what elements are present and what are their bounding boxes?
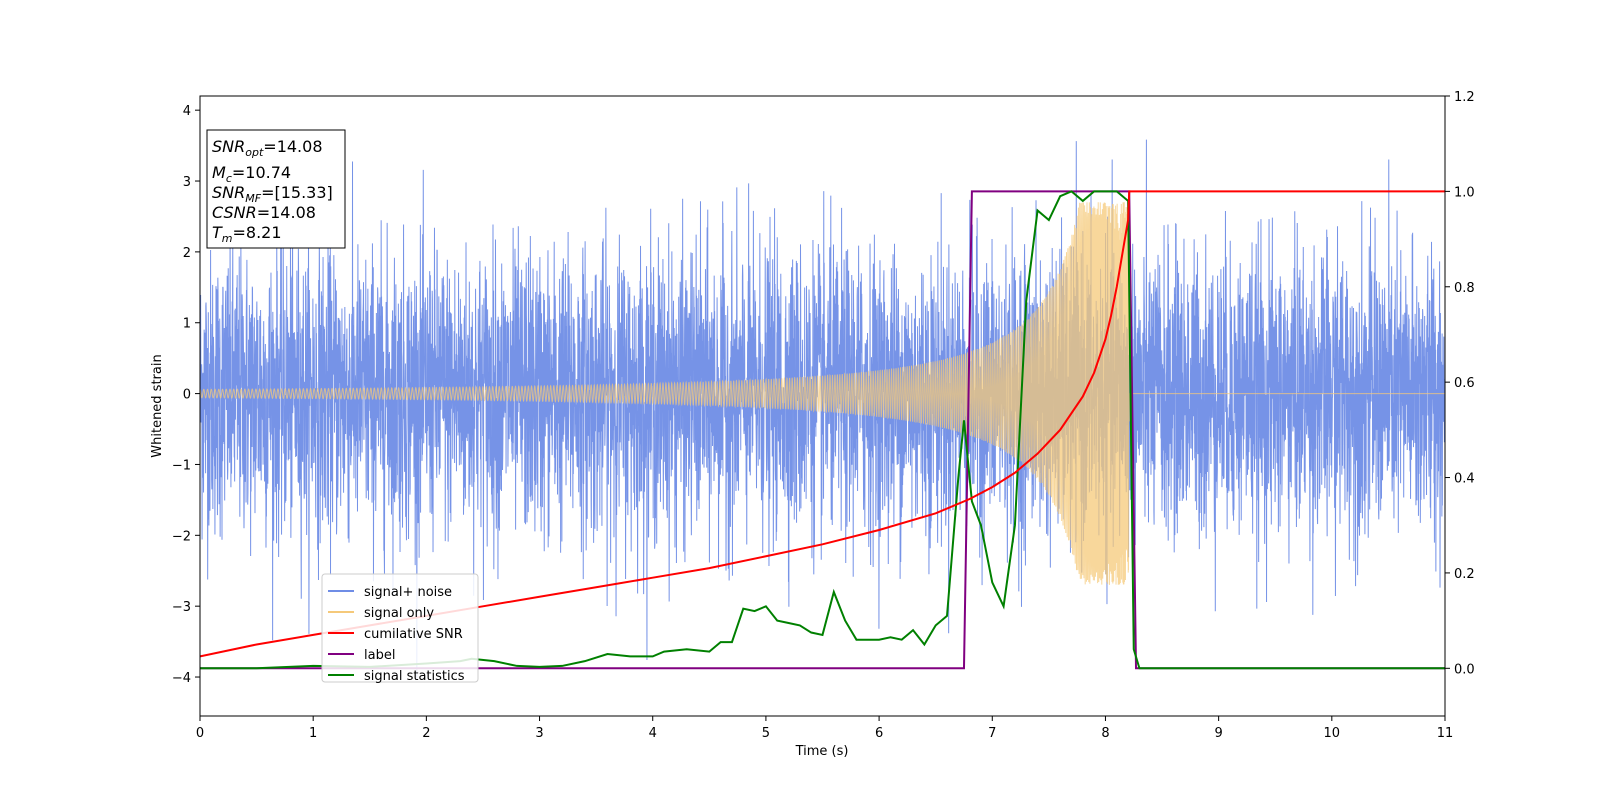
info-tm-var: T <box>212 223 223 242</box>
info-snr-mf: SNRMF=[15.33] <box>212 183 333 205</box>
y-right-tick-label: 1.0 <box>1454 185 1475 200</box>
x-axis-label: Time (s) <box>795 744 849 759</box>
info-tm-value: =8.21 <box>233 223 282 242</box>
y-right-tick-label: 0.4 <box>1454 472 1475 487</box>
y-right-tick-label: 0.2 <box>1454 567 1475 582</box>
info-box-frame <box>206 129 346 249</box>
series-signal-statistics-line <box>200 190 1445 670</box>
x-tick-label: 11 <box>1437 726 1454 741</box>
y-left-tick-label: 4 <box>183 104 191 119</box>
legend-label: cumilative SNR <box>364 627 463 642</box>
info-snr-mf-sub: MF <box>245 192 261 205</box>
series-signal-noise-line <box>200 139 1445 679</box>
y-axis-right: 0.0 0.2 0.4 0.6 0.8 1.0 1.2 <box>1445 90 1475 677</box>
y-right-tick-label: 0.8 <box>1454 281 1475 296</box>
x-tick-label: 0 <box>196 726 204 741</box>
info-snr-mf-var: SNR <box>212 183 245 202</box>
info-csnr-var: CSNR <box>212 203 257 222</box>
info-tm-sub: m <box>222 232 233 245</box>
info-mc-value: =10.74 <box>232 163 291 182</box>
y-left-tick-label: 0 <box>183 388 191 403</box>
info-tm: Tm=8.21 <box>212 223 282 245</box>
plot-frame <box>199 95 1446 717</box>
y-right-tick-label: 0.0 <box>1454 662 1475 677</box>
info-mc: Mc=10.74 <box>212 163 291 185</box>
legend: signal+ noise signal only cumilative SNR la… <box>321 573 479 684</box>
y-left-tick-label: −3 <box>172 600 191 615</box>
info-snr-opt: SNRopt=14.08 <box>212 137 323 159</box>
legend-label: signal statistics <box>364 669 465 684</box>
y-left-tick-label: −4 <box>172 671 191 686</box>
x-tick-label: 4 <box>649 726 657 741</box>
info-snr-opt-sub: opt <box>245 146 264 159</box>
x-tick-label: 6 <box>875 726 883 741</box>
x-tick-label: 9 <box>1214 726 1222 741</box>
x-tick-label: 1 <box>309 726 317 741</box>
x-tick-label: 3 <box>535 726 543 741</box>
legend-label: signal+ noise <box>364 585 452 600</box>
legend-label: label <box>364 648 395 663</box>
info-csnr-value: =14.08 <box>257 203 316 222</box>
legend-items: signal+ noise signal only cumilative SNR la… <box>328 585 465 684</box>
series-layer <box>200 139 1445 679</box>
info-csnr: CSNR=14.08 <box>212 203 316 222</box>
x-axis: 0 1 2 3 4 5 6 7 8 9 10 11 <box>196 716 1453 741</box>
info-snr-opt-var: SNR <box>212 137 245 156</box>
y-right-tick-label: 0.6 <box>1454 376 1475 391</box>
x-tick-label: 10 <box>1324 726 1341 741</box>
y-axis-label: Whitened strain <box>150 354 165 457</box>
legend-label: signal only <box>364 606 434 621</box>
info-box: SNRopt=14.08 Mc=10.74 SNRMF=[15.33] CSNR… <box>206 129 346 249</box>
y-axis-left: −4 −3 −2 −1 0 1 2 3 4 <box>172 104 200 686</box>
info-mc-var: M <box>212 163 226 182</box>
info-snr-opt-value: =14.08 <box>263 137 322 156</box>
legend-frame <box>321 573 479 683</box>
x-tick-label: 8 <box>1101 726 1109 741</box>
y-left-tick-label: −1 <box>172 458 191 473</box>
y-left-tick-label: 1 <box>183 317 191 332</box>
x-tick-label: 5 <box>762 726 770 741</box>
info-mc-sub: c <box>226 172 232 185</box>
y-left-tick-label: 2 <box>183 246 191 261</box>
y-left-tick-label: −2 <box>172 529 191 544</box>
y-right-tick-label: 1.2 <box>1454 90 1475 105</box>
info-snr-mf-value: =[15.33] <box>261 183 333 202</box>
x-tick-label: 2 <box>422 726 430 741</box>
x-tick-label: 7 <box>988 726 996 741</box>
series-signal-only-line <box>200 202 1445 585</box>
y-left-tick-label: 3 <box>183 175 191 190</box>
